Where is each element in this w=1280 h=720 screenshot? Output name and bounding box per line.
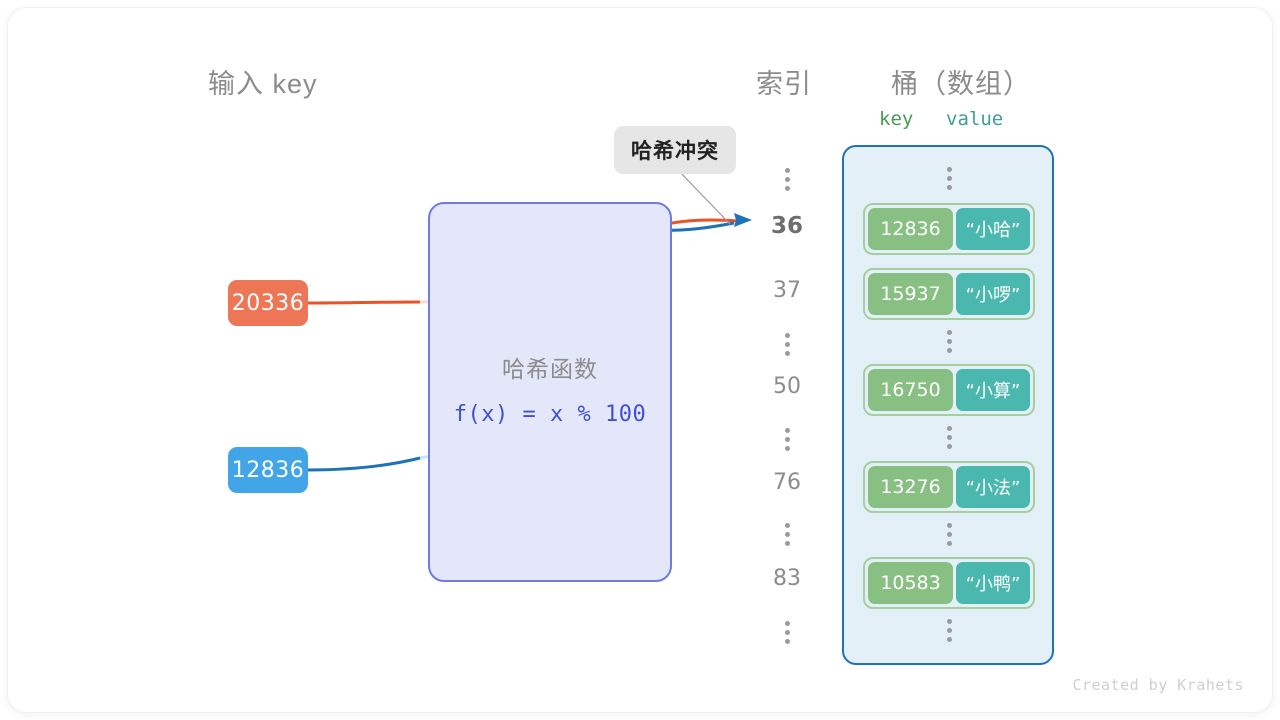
entry-key-cell: 13276 [868, 466, 953, 508]
input-key-chip-1-label: 20336 [231, 290, 305, 316]
blue-curve-solid [307, 456, 421, 472]
entry-value-cell: “小啰” [956, 273, 1030, 315]
index-label-76: 76 [773, 470, 801, 495]
bucket-ellipsis [863, 426, 1035, 449]
entry-value-cell: “小法” [956, 466, 1030, 508]
bucket-entry[interactable]: 10583 “小鸭” [863, 557, 1035, 609]
entry-value-cell: “小哈” [956, 208, 1030, 250]
bucket-ellipsis [863, 619, 1035, 642]
orange-curve-exit [665, 218, 739, 226]
entry-key-cell: 15937 [868, 273, 953, 315]
bucket-ellipsis [863, 330, 1035, 353]
entry-value-cell: “小鸭” [956, 562, 1030, 604]
bucket-entry[interactable]: 12836 “小哈” [863, 203, 1035, 255]
entry-key-cell: 10583 [868, 562, 953, 604]
hash-collision-callout: 哈希冲突 [614, 126, 736, 174]
index-label-37: 37 [773, 278, 801, 303]
header-input-key: 输入 key [208, 69, 318, 99]
header-index: 索引 [756, 69, 812, 99]
input-key-chip-2[interactable]: 12836 [228, 447, 308, 493]
header-col-value: value [946, 108, 1004, 130]
hash-function-box: 哈希函数 f(x) = x % 100 [428, 202, 672, 582]
index-ellipsis [752, 523, 822, 546]
diagram-card: 输入 key 索引 桶（数组） key value 20336 12836 哈希… [8, 8, 1272, 712]
hash-function-title: 哈希函数 [502, 356, 598, 382]
index-ellipsis [752, 333, 822, 356]
index-label-83: 83 [773, 566, 801, 591]
bucket-entry[interactable]: 16750 “小算” [863, 364, 1035, 416]
input-key-chip-1[interactable]: 20336 [228, 280, 308, 326]
index-label-50: 50 [773, 374, 801, 399]
callout-leader-line [675, 167, 731, 225]
header-col-key: key [879, 108, 914, 130]
bucket-ellipsis [863, 523, 1035, 546]
orange-curve-solid [307, 300, 421, 305]
footer-credit: Created by Krahets [1072, 676, 1244, 694]
hash-function-formula: f(x) = x % 100 [453, 402, 647, 427]
header-bucket: 桶（数组） [891, 69, 1031, 99]
entry-value-cell: “小算” [956, 369, 1030, 411]
bucket-array: 12836 “小哈” 15937 “小啰” 16750 “小算” 13276 “小法” 1058… [842, 145, 1054, 665]
entry-key-cell: 16750 [868, 369, 953, 411]
input-key-chip-2-label: 12836 [231, 457, 305, 483]
index-ellipsis [752, 621, 822, 644]
index-ellipsis [752, 168, 822, 191]
index-ellipsis [752, 428, 822, 451]
bucket-entry[interactable]: 13276 “小法” [863, 461, 1035, 513]
index-label-36: 36 [770, 213, 803, 239]
arrow-head-icon [734, 213, 752, 227]
bucket-ellipsis [863, 167, 1035, 190]
entry-key-cell: 12836 [868, 208, 953, 250]
bucket-entry[interactable]: 15937 “小啰” [863, 268, 1035, 320]
